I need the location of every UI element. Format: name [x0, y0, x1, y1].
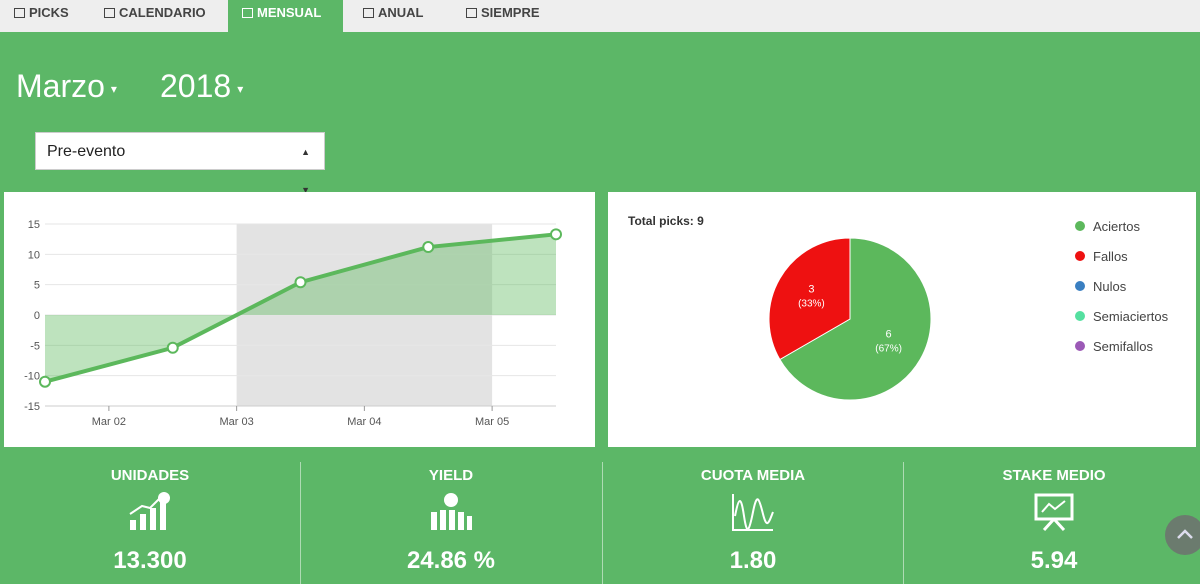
- tab-label: PICKS: [29, 5, 69, 20]
- x-tick-label: Mar 02: [92, 416, 126, 428]
- point: [166, 341, 179, 354]
- stat: STAKE MEDIO 5.94: [904, 447, 1200, 584]
- legend-swatch: [1075, 311, 1085, 321]
- line-card: -15 -10 -5 0 5 10 15 Mar 02 Mar 03 Mar 04 Mar 05: [4, 192, 595, 447]
- tab-icon: [363, 8, 374, 18]
- tab[interactable]: CALENDARIO: [90, 0, 228, 32]
- legend-label: Fallos: [1093, 249, 1128, 264]
- tab[interactable]: MENSUAL: [228, 0, 343, 32]
- point: [422, 241, 435, 254]
- year: 2018: [160, 68, 232, 104]
- month: Marzo: [16, 68, 105, 104]
- legend-swatch: [1075, 341, 1085, 351]
- slice-value: 3: [808, 284, 814, 296]
- filter-select[interactable]: Pre-evento ▲ ▼: [35, 132, 325, 195]
- tab-icon: [466, 8, 477, 18]
- y-tick-label: 5: [34, 280, 40, 292]
- y-tick-label: 0: [34, 310, 40, 322]
- stat-label: CUOTA MEDIA: [700, 467, 806, 484]
- stat-value: 13.300: [113, 547, 187, 574]
- stat-value: 24.86 %: [406, 547, 496, 574]
- legend-label: Nulos: [1093, 279, 1127, 294]
- legend-label: Aciertos: [1093, 219, 1140, 234]
- line-chart: -15 -10 -5 0 5 10 15 Mar 02 Mar 03 Mar 04 Mar 05: [24, 219, 562, 428]
- x-tick-label: Mar 04: [347, 416, 381, 428]
- chevron-icon: [1177, 529, 1193, 539]
- slice-percent: (67%): [875, 343, 902, 354]
- caret: ▾: [110, 81, 117, 96]
- tab-bar: PICKS CALENDARIO MENSUAL ANUAL SIEMPRE: [0, 0, 1200, 32]
- y-tick-label: 15: [28, 219, 40, 231]
- y-tick-label: -10: [24, 371, 40, 383]
- y-tick-label: -5: [30, 340, 40, 352]
- divider: [602, 462, 603, 584]
- tab-label: SIEMPRE: [481, 5, 540, 20]
- year-dropdown[interactable]: 2018 ▾: [160, 68, 243, 105]
- x-tick-label: Mar 05: [475, 416, 509, 428]
- x-tick-label: Mar 03: [220, 416, 254, 428]
- scroll-top-button[interactable]: [1165, 515, 1200, 555]
- legend-swatch: [1075, 281, 1085, 291]
- stat-icon: [129, 492, 170, 530]
- stat-icon: [431, 493, 472, 530]
- legend-swatch: [1075, 251, 1085, 261]
- tab[interactable]: PICKS: [0, 0, 100, 32]
- tab-icon: [104, 8, 115, 18]
- stat-value: 5.94: [1030, 547, 1078, 574]
- point: [294, 276, 307, 289]
- stat-label: UNIDADES: [110, 467, 190, 484]
- pie-slice: [768, 237, 851, 361]
- select-arrow: ▲ ▼: [301, 147, 310, 195]
- tab[interactable]: SIEMPRE: [452, 0, 562, 32]
- pie-card: Total picks: 9 6 (67%) 3 (33%) Aciertos Fallos…: [608, 192, 1196, 447]
- stat: CUOTA MEDIA 1.80: [603, 447, 903, 584]
- stat-icon: [1034, 493, 1074, 532]
- tab[interactable]: ANUAL: [349, 0, 449, 32]
- y-tick-label: -15: [24, 401, 40, 413]
- divider: [903, 462, 904, 584]
- tab-icon: [14, 8, 25, 18]
- slice-percent: (33%): [798, 299, 825, 310]
- legend-label: Semifallos: [1093, 339, 1153, 354]
- y-tick-label: 10: [28, 249, 40, 261]
- divider: [300, 462, 301, 584]
- caret: ▾: [237, 81, 244, 96]
- stat-icon: [732, 494, 774, 531]
- tab-label: MENSUAL: [257, 5, 322, 20]
- filter-value: Pre-evento: [47, 143, 126, 160]
- stat-label: YIELD: [428, 467, 474, 484]
- tab-icon: [242, 8, 253, 18]
- pie-title: Total picks: 9: [628, 214, 704, 228]
- legend-label: Semiaciertos: [1093, 309, 1169, 324]
- stat-label: STAKE MEDIO: [1002, 467, 1106, 484]
- stat: UNIDADES 13.300: [0, 447, 300, 584]
- pie-chart: Total picks: 9 6 (67%) 3 (33%) Aciertos Fallos…: [628, 214, 1169, 401]
- point: [550, 228, 562, 241]
- pie-slice: [779, 237, 932, 401]
- slice-value: 6: [886, 328, 892, 340]
- point: [39, 375, 51, 388]
- tab-label: ANUAL: [378, 5, 424, 20]
- stat: YIELD 24.86 %: [301, 447, 601, 584]
- tab-label: CALENDARIO: [119, 5, 206, 20]
- month-dropdown[interactable]: Marzo ▾: [16, 68, 117, 105]
- stat-value: 1.80: [729, 547, 777, 574]
- legend-swatch: [1075, 221, 1085, 231]
